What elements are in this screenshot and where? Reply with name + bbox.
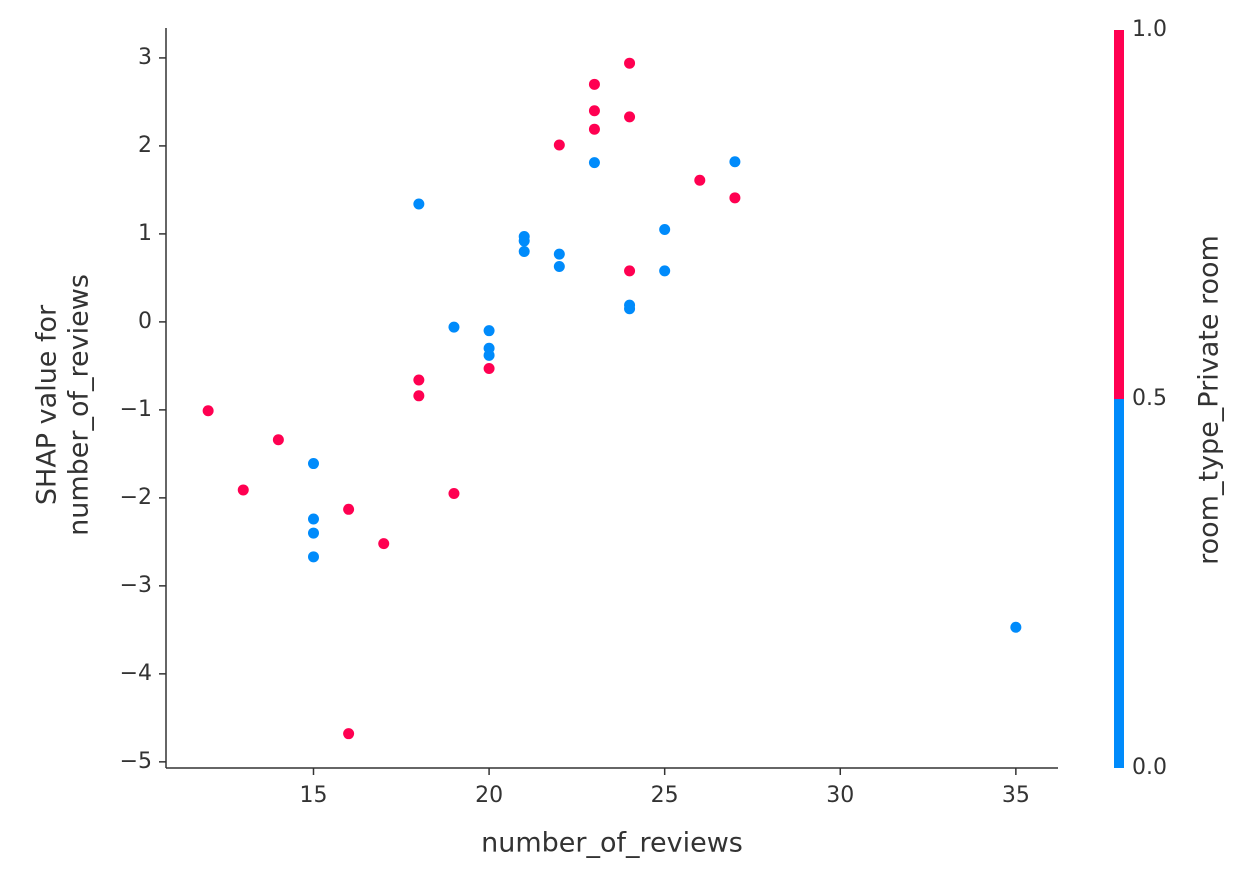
point [483, 325, 495, 337]
point [624, 303, 636, 315]
point [1010, 621, 1022, 633]
x-tick-label: 30 [826, 783, 854, 808]
y-tick-label: 1 [138, 221, 152, 246]
point [659, 223, 671, 235]
y-tick-label: −2 [120, 485, 152, 510]
point [272, 434, 284, 446]
point [343, 503, 355, 515]
point [202, 405, 214, 417]
point [588, 78, 600, 90]
point [237, 484, 249, 496]
point [448, 487, 460, 499]
x-tick-label: 25 [651, 783, 679, 808]
point [413, 390, 425, 402]
point [624, 57, 636, 69]
point [483, 349, 495, 361]
point [307, 458, 319, 470]
y-tick-label: 3 [138, 45, 152, 70]
y-tick-label: −1 [120, 397, 152, 422]
colorbar-tick-label: 0.0 [1132, 755, 1167, 780]
y-tick-label: 0 [138, 309, 152, 334]
x-tick-label: 35 [1002, 783, 1030, 808]
colorbar-segment [1114, 399, 1124, 768]
point [624, 265, 636, 277]
y-tick-label: 2 [138, 133, 152, 158]
point [413, 374, 425, 386]
colorbar-tick-label: 0.5 [1132, 386, 1167, 411]
colorbar-segment [1114, 30, 1124, 399]
y-axis-label: number_of_reviews [64, 274, 95, 536]
point [413, 198, 425, 210]
point [729, 156, 741, 168]
y-tick-label: −5 [120, 749, 152, 774]
colorbar-tick-label: 1.0 [1132, 17, 1167, 42]
point [448, 321, 460, 333]
point [588, 105, 600, 117]
x-tick-label: 20 [475, 783, 503, 808]
point [483, 363, 495, 375]
point [378, 538, 390, 550]
colorbar-label: room_type_Private room [1194, 235, 1225, 565]
point [518, 245, 530, 257]
point [307, 513, 319, 525]
point [553, 248, 565, 260]
point [343, 728, 355, 740]
point [588, 157, 600, 169]
point [307, 551, 319, 563]
y-axis-label: SHAP value for [32, 304, 63, 505]
x-axis-label: number_of_reviews [481, 828, 743, 859]
point [729, 192, 741, 204]
point [624, 111, 636, 123]
point [307, 527, 319, 539]
point [518, 235, 530, 247]
point [588, 123, 600, 135]
y-tick-label: −4 [120, 661, 152, 686]
point [659, 265, 671, 277]
point [694, 174, 706, 186]
point [553, 260, 565, 272]
point [553, 139, 565, 151]
x-tick-label: 15 [299, 783, 327, 808]
y-tick-label: −3 [120, 573, 152, 598]
